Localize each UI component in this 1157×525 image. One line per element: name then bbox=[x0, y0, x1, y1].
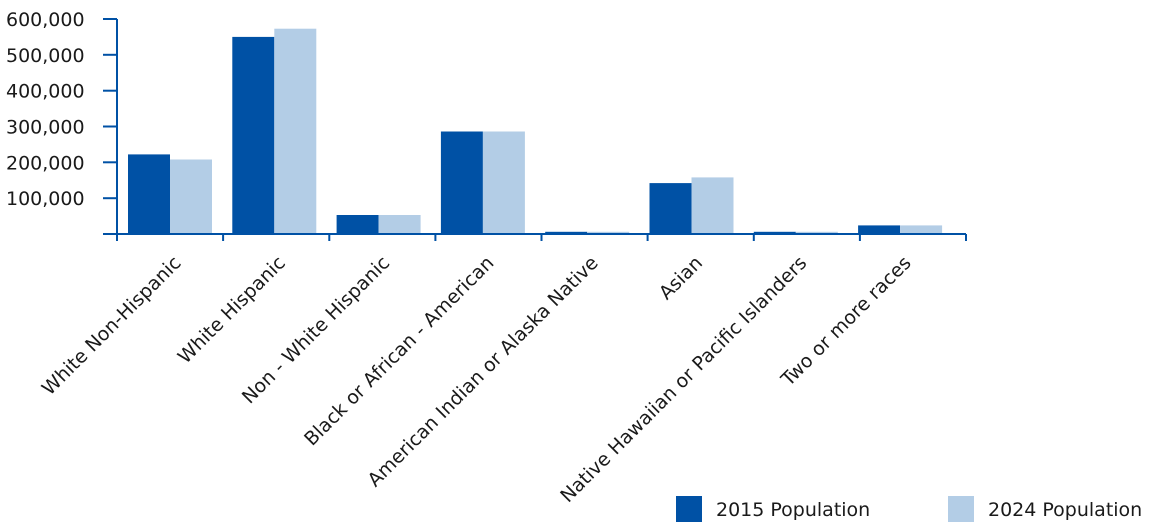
bar-2015-0 bbox=[128, 154, 170, 234]
bar-2015-6 bbox=[753, 231, 796, 234]
x-category-label: American Indian or Alaska Native bbox=[363, 252, 602, 491]
bar-2024-6 bbox=[795, 231, 838, 234]
bar-2015-1 bbox=[232, 36, 275, 235]
y-tick-label: 400,000 bbox=[6, 81, 85, 103]
bar-2015-7 bbox=[858, 225, 901, 234]
legend-label-2024: 2024 Population bbox=[988, 499, 1142, 521]
x-category-label: White Hispanic bbox=[174, 252, 290, 368]
bar-2024-3 bbox=[482, 131, 525, 234]
bar-2015-2 bbox=[336, 215, 379, 234]
x-category-label: White Non-Hispanic bbox=[38, 252, 186, 400]
y-axis-ticks: 100,000 200,000 300,000 400,000 500,000 600,0… bbox=[6, 9, 117, 210]
bar-2015-3 bbox=[440, 131, 483, 234]
legend-label-2015: 2015 Population bbox=[716, 499, 870, 521]
bar-2024-4 bbox=[587, 231, 630, 234]
bar-2024-5 bbox=[691, 177, 734, 234]
x-category-label: Asian bbox=[655, 252, 707, 304]
y-tick-label: 300,000 bbox=[6, 117, 85, 139]
bar-2024-7 bbox=[900, 225, 943, 234]
bar-2024-1 bbox=[274, 28, 317, 235]
y-tick-label: 100,000 bbox=[6, 188, 85, 210]
y-tick-label: 200,000 bbox=[6, 152, 85, 174]
y-tick-label: 600,000 bbox=[6, 9, 85, 31]
y-tick-label: 500,000 bbox=[6, 45, 85, 67]
bar-2015-5 bbox=[649, 183, 692, 234]
bar-2024-2 bbox=[378, 215, 421, 234]
bar-2015-4 bbox=[545, 231, 588, 234]
legend-swatch-2015 bbox=[676, 496, 702, 522]
bar-2024-0 bbox=[170, 159, 212, 234]
legend-swatch-2024 bbox=[948, 496, 974, 522]
legend: 2015 Population 2024 Population bbox=[676, 496, 1142, 522]
bars-group bbox=[128, 28, 943, 235]
x-category-label: Black or African - American bbox=[300, 252, 498, 450]
